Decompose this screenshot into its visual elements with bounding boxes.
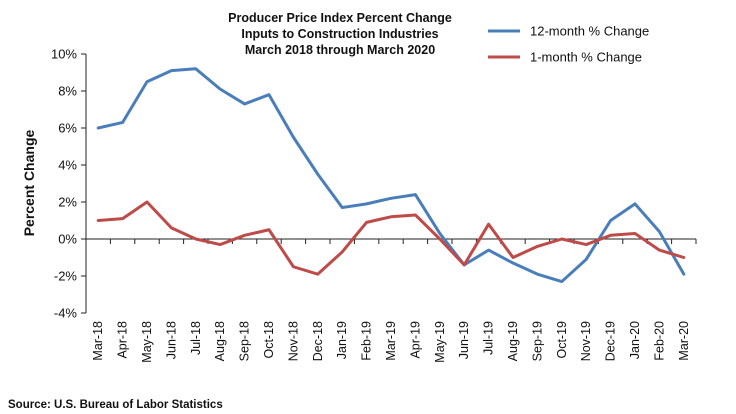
x-tick-label: Oct-19 xyxy=(555,321,569,359)
x-tick-label: Jun-18 xyxy=(164,321,178,359)
y-tick-label: 0% xyxy=(58,232,77,247)
x-tick-label: Aug-18 xyxy=(213,321,227,361)
x-tick-label: Apr-19 xyxy=(408,321,422,359)
x-tick-label: Feb-20 xyxy=(652,321,666,361)
x-tick-label: Feb-19 xyxy=(360,321,374,361)
series-line-2 xyxy=(96,200,686,276)
chart-title-line-3: March 2018 through March 2020 xyxy=(245,43,435,57)
legend-label-1: 12-month % Change xyxy=(530,24,649,39)
x-axis-ticks: Mar-18 Apr-18 May-18 Jun-18 Jul-18 Aug-18 Sep-… xyxy=(85,239,697,363)
chart-title-line-1: Producer Price Index Percent Change xyxy=(228,11,452,25)
x-tick-label: May-19 xyxy=(433,321,447,363)
chart-title: Producer Price Index Percent Change Inpu… xyxy=(228,11,452,57)
x-tick-label: Mar-19 xyxy=(384,321,398,361)
y-tick-label: -2% xyxy=(54,269,78,284)
x-tick-label: Oct-18 xyxy=(262,321,276,359)
x-tick-label: Jan-19 xyxy=(335,321,349,359)
source-note: Source: U.S. Bureau of Labor Statistics xyxy=(8,399,223,411)
x-tick-label: Jul-18 xyxy=(189,321,203,355)
x-tick-label: Jun-19 xyxy=(457,321,471,359)
x-tick-label: Jan-20 xyxy=(628,321,642,359)
x-tick-label: Dec-19 xyxy=(604,321,618,361)
x-tick-label: Sep-19 xyxy=(530,321,544,361)
x-tick-label: Mar-20 xyxy=(677,321,691,361)
series-line-1 xyxy=(96,67,686,284)
y-tick-label: 10% xyxy=(51,47,77,62)
x-tick-label: Apr-18 xyxy=(116,321,130,359)
y-axis-ticks: -4% -2% 0% 2% 4% 6% 8% 10% xyxy=(51,47,86,321)
x-tick-label: Mar-18 xyxy=(91,321,105,361)
y-tick-label: 8% xyxy=(58,84,77,99)
x-tick-label: Sep-18 xyxy=(238,321,252,361)
axes xyxy=(85,54,696,313)
y-tick-label: 6% xyxy=(58,121,77,136)
x-tick-label: Dec-18 xyxy=(311,321,325,361)
legend-label-2: 1-month % Change xyxy=(530,50,642,65)
x-tick-label: May-18 xyxy=(140,321,154,363)
y-tick-label: 2% xyxy=(58,195,77,210)
y-tick-label: -4% xyxy=(54,306,78,321)
x-tick-label: Aug-19 xyxy=(506,321,520,361)
y-axis-label: Percent Change xyxy=(21,129,37,236)
x-tick-label: Jul-19 xyxy=(482,321,496,355)
y-tick-label: 4% xyxy=(58,158,77,173)
chart-title-line-2: Inputs to Construction Industries xyxy=(241,27,438,41)
x-tick-label: Nov-18 xyxy=(286,321,300,361)
legend: 12-month % Change 1-month % Change xyxy=(488,24,649,65)
series-group xyxy=(96,67,686,284)
x-tick-label: Nov-19 xyxy=(579,321,593,361)
